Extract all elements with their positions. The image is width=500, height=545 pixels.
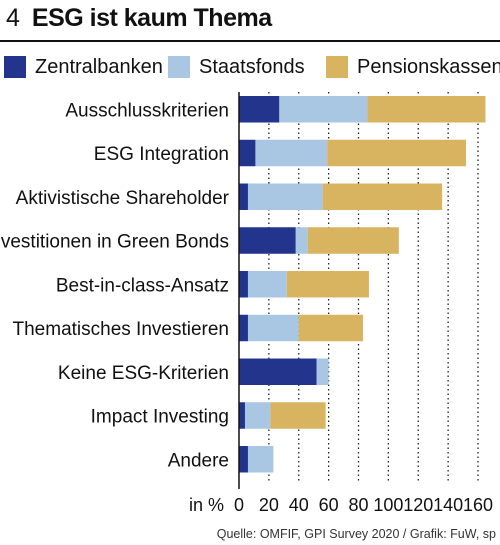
x-tick-label-160: 160 — [463, 495, 493, 515]
figure-title-row: 4 ESG ist kaum Thema — [6, 4, 272, 38]
category-label-3: Investitionen in Green Bonds — [0, 232, 229, 253]
bar-aktivistische-shareholder-staatsfonds — [247, 183, 323, 210]
legend-item-pensionskassen: Pensionskassen — [326, 52, 500, 82]
bar-impact-investing-staatsfonds — [244, 402, 271, 429]
bar-thematisches-investieren-staatsfonds — [247, 314, 299, 342]
category-label-0: Ausschlusskriterien — [65, 100, 229, 121]
bar-andere-zentralbanken — [239, 446, 248, 473]
bar-impact-investing-pensionskassen — [270, 402, 326, 429]
source-note: Quelle: OMFIF, GPI Survey 2020 / Grafik:… — [216, 527, 496, 541]
category-label-6: Keine ESG-Kriterien — [58, 363, 229, 384]
legend-item-staatsfonds: Staatsfonds — [168, 52, 305, 82]
bar-ausschlusskriterien-zentralbanken — [239, 96, 280, 123]
bar-investitionen-in-green-bonds-pensionskassen — [307, 227, 399, 254]
legend: Zentralbanken Staatsfonds Pensionskassen — [0, 52, 500, 82]
bar-best-in-class-ansatz-pensionskassen — [286, 271, 369, 298]
bar-esg-integration-zentralbanken — [239, 139, 256, 167]
x-tick-label-40: 40 — [289, 495, 309, 515]
bar-impact-investing-zentralbanken — [239, 402, 245, 429]
bar-best-in-class-ansatz-zentralbanken — [239, 271, 248, 298]
bar-aktivistische-shareholder-zentralbanken — [239, 183, 248, 210]
category-label-1: ESG Integration — [94, 144, 229, 165]
bar-best-in-class-ansatz-staatsfonds — [247, 271, 287, 298]
legend-swatch-pensionskassen — [326, 56, 348, 78]
legend-label-zentralbanken: Zentralbanken — [35, 55, 163, 78]
category-label-4: Best-in-class-Ansatz — [56, 275, 229, 296]
bar-keine-esg-kriterien-staatsfonds — [316, 358, 329, 385]
bar-aktivistische-shareholder-pensionskassen — [322, 183, 443, 210]
x-tick-label-140: 140 — [433, 495, 463, 515]
category-label-5: Thematisches Investieren — [13, 319, 230, 340]
figure-number: 4 — [6, 4, 20, 32]
figure-title: ESG ist kaum Thema — [31, 4, 272, 32]
legend-swatch-zentralbanken — [4, 56, 26, 78]
bar-thematisches-investieren-pensionskassen — [298, 314, 363, 342]
bar-esg-integration-pensionskassen — [327, 139, 467, 167]
legend-swatch-staatsfonds — [168, 56, 190, 78]
bar-esg-integration-staatsfonds — [255, 139, 328, 167]
title-rule — [0, 40, 500, 42]
bar-investitionen-in-green-bonds-zentralbanken — [239, 227, 296, 254]
bar-andere-staatsfonds — [247, 446, 274, 473]
category-label-2: Aktivistische Shareholder — [16, 188, 230, 209]
x-tick-label-120: 120 — [403, 495, 433, 515]
legend-label-pensionskassen: Pensionskassen — [357, 55, 500, 78]
x-tick-label-20: 20 — [259, 495, 279, 515]
legend-label-staatsfonds: Staatsfonds — [199, 55, 305, 78]
bar-investitionen-in-green-bonds-staatsfonds — [295, 227, 308, 254]
bar-ausschlusskriterien-pensionskassen — [367, 96, 486, 123]
x-axis-unit-label: in % — [189, 495, 224, 515]
category-label-7: Impact Investing — [91, 407, 229, 428]
legend-item-zentralbanken: Zentralbanken — [4, 52, 163, 82]
x-tick-label-60: 60 — [319, 495, 339, 515]
x-tick-label-100: 100 — [373, 495, 403, 515]
bar-ausschlusskriterien-staatsfonds — [279, 96, 368, 123]
x-tick-label-80: 80 — [348, 495, 368, 515]
category-label-8: Andere — [168, 450, 229, 471]
bar-keine-esg-kriterien-zentralbanken — [239, 358, 317, 385]
x-tick-label-0: 0 — [234, 495, 244, 515]
bar-thematisches-investieren-zentralbanken — [239, 314, 248, 342]
